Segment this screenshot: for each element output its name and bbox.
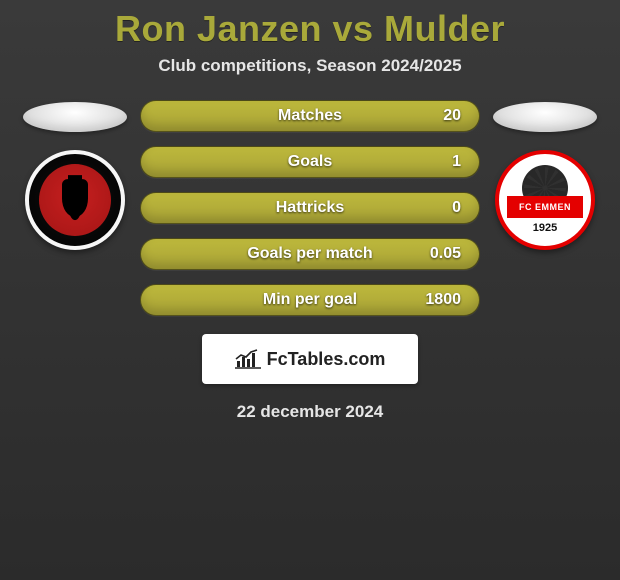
stat-row-hattricks: Hattricks 0 (140, 192, 480, 224)
club-badge-year: 1925 (499, 222, 591, 234)
stat-value: 1800 (425, 291, 461, 309)
stat-label: Matches (141, 107, 479, 125)
main-row: Matches 20 Goals 1 Hattricks 0 Goals per… (0, 100, 620, 316)
stat-value: 1 (452, 153, 461, 171)
stat-label: Hattricks (141, 199, 479, 217)
stat-row-goals-per-match: Goals per match 0.05 (140, 238, 480, 270)
footer-date: 22 december 2024 (0, 402, 620, 422)
subtitle: Club competitions, Season 2024/2025 (0, 56, 620, 76)
right-player-column: FC EMMEN 1925 (490, 100, 600, 250)
stats-list: Matches 20 Goals 1 Hattricks 0 Goals per… (140, 100, 480, 316)
player-avatar-left (23, 102, 127, 132)
club-badge-right-icon: FC EMMEN 1925 (495, 150, 595, 250)
comparison-card: Ron Janzen vs Mulder Club competitions, … (0, 0, 620, 422)
stat-label: Goals per match (141, 245, 479, 263)
stat-row-goals: Goals 1 (140, 146, 480, 178)
stat-label: Goals (141, 153, 479, 171)
stat-value: 0.05 (430, 245, 461, 263)
stat-value: 20 (443, 107, 461, 125)
stat-row-matches: Matches 20 (140, 100, 480, 132)
brand-text: FcTables.com (267, 349, 386, 370)
club-badge-banner: FC EMMEN (507, 196, 583, 218)
player-avatar-right (493, 102, 597, 132)
stat-value: 0 (452, 199, 461, 217)
page-title: Ron Janzen vs Mulder (0, 8, 620, 50)
club-badge-left-icon (25, 150, 125, 250)
bar-chart-icon (235, 349, 261, 369)
left-player-column (20, 100, 130, 250)
stat-row-min-per-goal: Min per goal 1800 (140, 284, 480, 316)
brand-link[interactable]: FcTables.com (202, 334, 418, 384)
